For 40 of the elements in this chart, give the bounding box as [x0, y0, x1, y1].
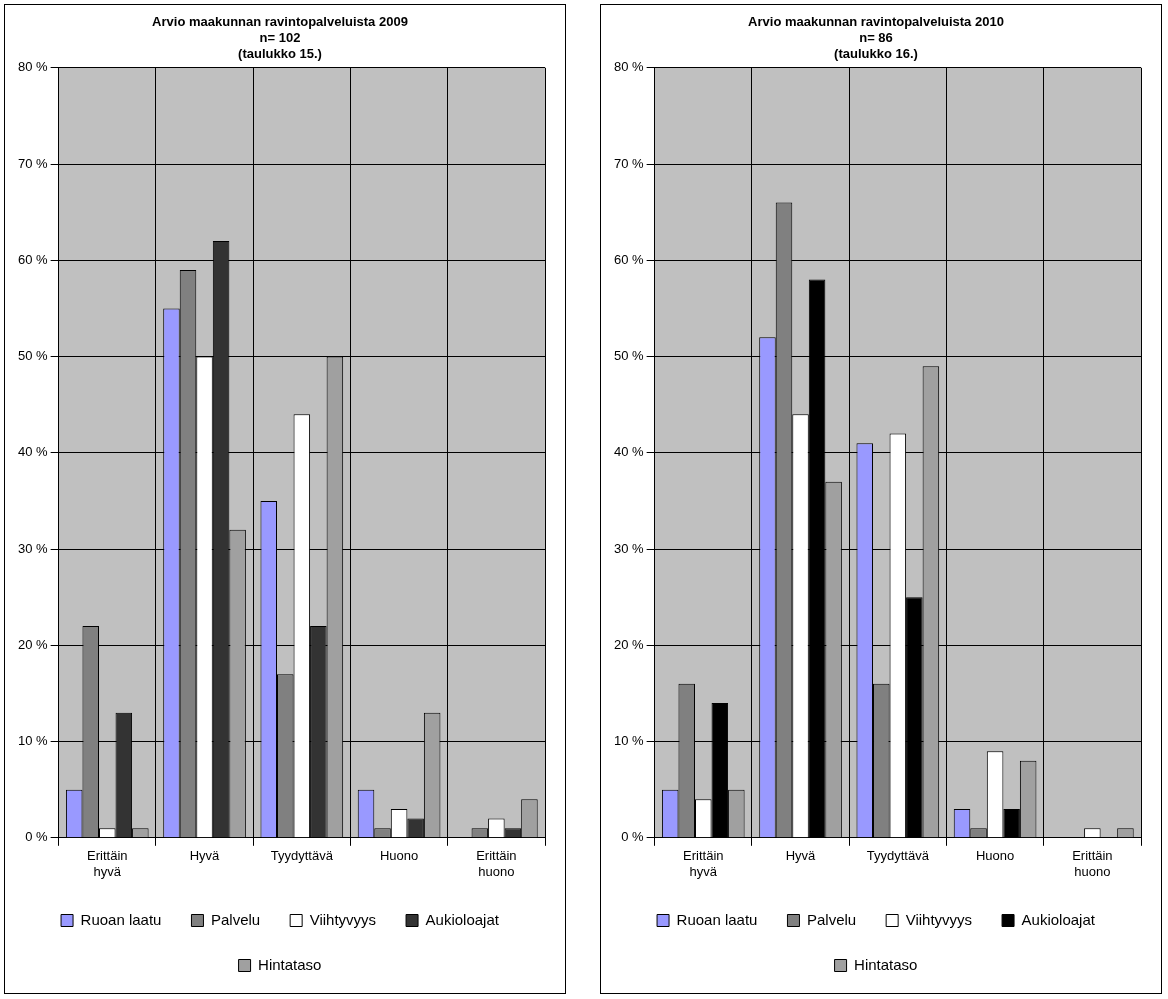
x-tick-label: Hyvä — [785, 848, 817, 864]
y-tick-label: 50 % — [613, 348, 645, 364]
x-tick-label: Hyvä — [189, 848, 221, 864]
y-tick-label: 20 % — [17, 636, 49, 652]
legend-label: Aukioloajat — [1021, 910, 1096, 928]
y-tick-label: 40 % — [613, 444, 645, 460]
y-tick-label: 80 % — [17, 59, 49, 75]
y-tick-label: 0 % — [25, 829, 49, 845]
y-tick-label: 60 % — [17, 251, 49, 267]
y-tick-label: 0 % — [621, 829, 645, 845]
x-tick-label: Erittäin hyvä — [683, 848, 724, 879]
legend-label: Hintataso — [258, 955, 322, 973]
y-tick-label: 70 % — [17, 155, 49, 171]
chart-title: Arvio maakunnan ravintopalveluista 2009 n= 102 (taulukko 15.) — [152, 14, 408, 61]
x-tick-label: Huono — [975, 848, 1015, 864]
y-tick-label: 20 % — [613, 636, 645, 652]
y-tick-label: 50 % — [17, 348, 49, 364]
x-tick-label: Tyydyttävä — [866, 848, 930, 864]
legend-label: Hintataso — [854, 955, 918, 973]
legend-label: Aukioloajat — [425, 910, 500, 928]
x-tick-label: Erittäin huono — [476, 848, 517, 879]
y-tick-label: 30 % — [613, 540, 645, 556]
x-tick-label: Tyydyttävä — [270, 848, 334, 864]
x-tick-label: Huono — [379, 848, 419, 864]
legend-label: Palvelu — [806, 910, 857, 928]
y-tick-label: 80 % — [613, 59, 645, 75]
legend-label: Ruoan laatu — [80, 910, 162, 928]
legend-label: Palvelu — [210, 910, 261, 928]
chart-title: Arvio maakunnan ravintopalveluista 2010 n= 86 (taulukko 16.) — [748, 14, 1004, 61]
x-tick-label: Erittäin hyvä — [87, 848, 128, 879]
legend-label: Viihtyvyys — [309, 910, 377, 928]
y-tick-label: 60 % — [613, 251, 645, 267]
y-tick-label: 10 % — [17, 733, 49, 749]
y-tick-label: 30 % — [17, 540, 49, 556]
y-tick-label: 10 % — [613, 733, 645, 749]
x-tick-label: Erittäin huono — [1072, 848, 1113, 879]
y-tick-label: 40 % — [17, 444, 49, 460]
y-tick-label: 70 % — [613, 155, 645, 171]
legend-label: Viihtyvyys — [905, 910, 973, 928]
legend-label: Ruoan laatu — [676, 910, 758, 928]
